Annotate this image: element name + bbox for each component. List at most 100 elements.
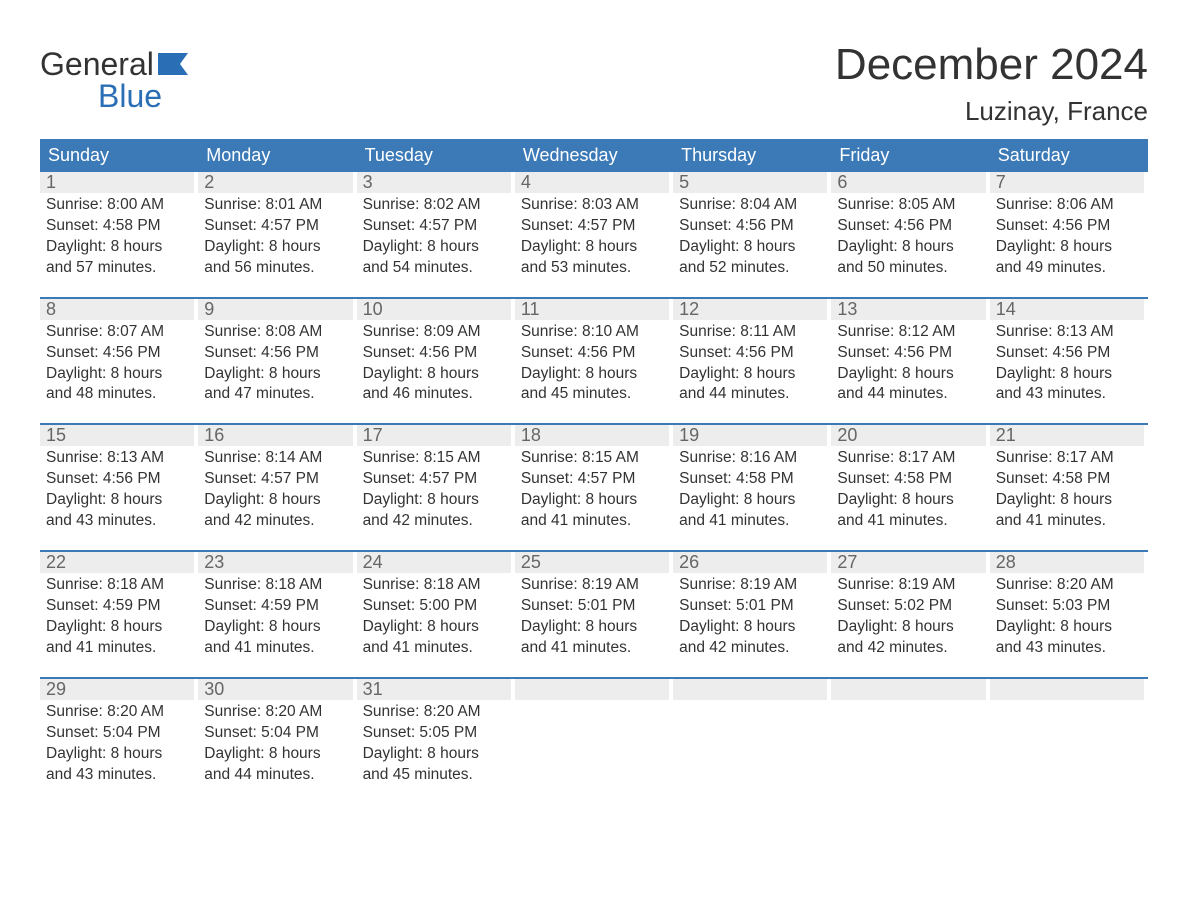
week-row: 22Sunrise: 8:18 AMSunset: 4:59 PMDayligh… — [40, 550, 1148, 663]
days-of-week-header: SundayMondayTuesdayWednesdayThursdayFrid… — [40, 139, 1148, 172]
day-daylight2: and 41 minutes. — [521, 511, 663, 532]
day-body: Sunrise: 8:02 AMSunset: 4:57 PMDaylight:… — [357, 193, 511, 279]
day-number: 27 — [837, 552, 857, 572]
day-number-row: 24 — [357, 552, 511, 573]
day-cell: . — [831, 679, 989, 790]
day-daylight1: Daylight: 8 hours — [46, 490, 188, 511]
day-daylight2: and 48 minutes. — [46, 384, 188, 405]
day-daylight1: Daylight: 8 hours — [521, 490, 663, 511]
day-cell: 15Sunrise: 8:13 AMSunset: 4:56 PMDayligh… — [40, 425, 198, 536]
day-daylight2: and 41 minutes. — [204, 638, 346, 659]
dow-cell: Monday — [198, 139, 356, 172]
day-daylight1: Daylight: 8 hours — [204, 617, 346, 638]
day-body: Sunrise: 8:19 AMSunset: 5:01 PMDaylight:… — [673, 573, 827, 659]
title-block: December 2024 Luzinay, France — [835, 40, 1148, 135]
day-body: Sunrise: 8:19 AMSunset: 5:02 PMDaylight:… — [831, 573, 985, 659]
day-number: 29 — [46, 679, 66, 699]
day-sunrise: Sunrise: 8:19 AM — [521, 575, 663, 596]
day-daylight2: and 44 minutes. — [204, 765, 346, 786]
day-daylight2: and 42 minutes. — [204, 511, 346, 532]
day-number: 12 — [679, 299, 699, 319]
dow-cell: Sunday — [40, 139, 198, 172]
day-daylight2: and 45 minutes. — [363, 765, 505, 786]
day-daylight1: Daylight: 8 hours — [679, 490, 821, 511]
day-cell: 19Sunrise: 8:16 AMSunset: 4:58 PMDayligh… — [673, 425, 831, 536]
day-body: Sunrise: 8:15 AMSunset: 4:57 PMDaylight:… — [357, 446, 511, 532]
day-number: 15 — [46, 425, 66, 445]
week-row: 8Sunrise: 8:07 AMSunset: 4:56 PMDaylight… — [40, 297, 1148, 410]
day-number: 19 — [679, 425, 699, 445]
day-cell: 29Sunrise: 8:20 AMSunset: 5:04 PMDayligh… — [40, 679, 198, 790]
day-sunset: Sunset: 4:56 PM — [521, 343, 663, 364]
day-body: Sunrise: 8:04 AMSunset: 4:56 PMDaylight:… — [673, 193, 827, 279]
day-body: Sunrise: 8:19 AMSunset: 5:01 PMDaylight:… — [515, 573, 669, 659]
day-cell: 25Sunrise: 8:19 AMSunset: 5:01 PMDayligh… — [515, 552, 673, 663]
day-sunrise: Sunrise: 8:17 AM — [837, 448, 979, 469]
logo-line1: General — [40, 48, 188, 80]
day-number: 26 — [679, 552, 699, 572]
day-sunrise: Sunrise: 8:09 AM — [363, 322, 505, 343]
day-sunset: Sunset: 4:56 PM — [837, 216, 979, 237]
day-sunset: Sunset: 4:57 PM — [521, 216, 663, 237]
day-daylight2: and 47 minutes. — [204, 384, 346, 405]
day-daylight1: Daylight: 8 hours — [837, 490, 979, 511]
day-sunset: Sunset: 5:00 PM — [363, 596, 505, 617]
day-number-row: 11 — [515, 299, 669, 320]
day-cell: . — [515, 679, 673, 790]
day-cell: 20Sunrise: 8:17 AMSunset: 4:58 PMDayligh… — [831, 425, 989, 536]
day-body: Sunrise: 8:05 AMSunset: 4:56 PMDaylight:… — [831, 193, 985, 279]
day-cell: 26Sunrise: 8:19 AMSunset: 5:01 PMDayligh… — [673, 552, 831, 663]
day-sunset: Sunset: 5:03 PM — [996, 596, 1138, 617]
day-body: Sunrise: 8:13 AMSunset: 4:56 PMDaylight:… — [990, 320, 1144, 406]
day-sunset: Sunset: 5:01 PM — [521, 596, 663, 617]
day-body: Sunrise: 8:14 AMSunset: 4:57 PMDaylight:… — [198, 446, 352, 532]
day-daylight2: and 57 minutes. — [46, 258, 188, 279]
day-daylight1: Daylight: 8 hours — [996, 364, 1138, 385]
day-sunset: Sunset: 4:56 PM — [46, 343, 188, 364]
day-sunrise: Sunrise: 8:10 AM — [521, 322, 663, 343]
day-sunrise: Sunrise: 8:15 AM — [363, 448, 505, 469]
day-number: 25 — [521, 552, 541, 572]
day-sunset: Sunset: 4:56 PM — [679, 343, 821, 364]
day-sunset: Sunset: 4:56 PM — [837, 343, 979, 364]
day-daylight1: Daylight: 8 hours — [204, 237, 346, 258]
day-number-row: 14 — [990, 299, 1144, 320]
day-daylight1: Daylight: 8 hours — [837, 617, 979, 638]
day-number-row: 17 — [357, 425, 511, 446]
day-daylight1: Daylight: 8 hours — [837, 237, 979, 258]
day-sunset: Sunset: 4:58 PM — [679, 469, 821, 490]
day-body: Sunrise: 8:20 AMSunset: 5:04 PMDaylight:… — [198, 700, 352, 786]
day-daylight1: Daylight: 8 hours — [521, 364, 663, 385]
day-daylight2: and 41 minutes. — [521, 638, 663, 659]
day-cell: 23Sunrise: 8:18 AMSunset: 4:59 PMDayligh… — [198, 552, 356, 663]
day-daylight2: and 44 minutes. — [679, 384, 821, 405]
day-sunset: Sunset: 4:56 PM — [46, 469, 188, 490]
day-sunset: Sunset: 4:57 PM — [204, 216, 346, 237]
day-sunset: Sunset: 5:05 PM — [363, 723, 505, 744]
day-body: Sunrise: 8:16 AMSunset: 4:58 PMDaylight:… — [673, 446, 827, 532]
day-number-row: 27 — [831, 552, 985, 573]
day-cell: . — [990, 679, 1148, 790]
day-cell: 1Sunrise: 8:00 AMSunset: 4:58 PMDaylight… — [40, 172, 198, 283]
day-number-row: . — [990, 679, 1144, 700]
day-sunset: Sunset: 4:59 PM — [46, 596, 188, 617]
dow-cell: Thursday — [673, 139, 831, 172]
day-sunset: Sunset: 4:57 PM — [204, 469, 346, 490]
day-number: 1 — [46, 172, 56, 192]
day-cell: 17Sunrise: 8:15 AMSunset: 4:57 PMDayligh… — [357, 425, 515, 536]
logo: General Blue — [40, 40, 188, 112]
day-number-row: 28 — [990, 552, 1144, 573]
day-sunrise: Sunrise: 8:18 AM — [363, 575, 505, 596]
day-number: 28 — [996, 552, 1016, 572]
day-sunset: Sunset: 5:02 PM — [837, 596, 979, 617]
logo-text-2: Blue — [40, 80, 188, 112]
day-number: 10 — [363, 299, 383, 319]
day-number-row: 3 — [357, 172, 511, 193]
day-sunrise: Sunrise: 8:19 AM — [679, 575, 821, 596]
day-sunrise: Sunrise: 8:16 AM — [679, 448, 821, 469]
day-daylight2: and 41 minutes. — [679, 511, 821, 532]
day-body: Sunrise: 8:17 AMSunset: 4:58 PMDaylight:… — [831, 446, 985, 532]
day-sunrise: Sunrise: 8:17 AM — [996, 448, 1138, 469]
day-sunset: Sunset: 4:57 PM — [363, 469, 505, 490]
day-cell: 31Sunrise: 8:20 AMSunset: 5:05 PMDayligh… — [357, 679, 515, 790]
